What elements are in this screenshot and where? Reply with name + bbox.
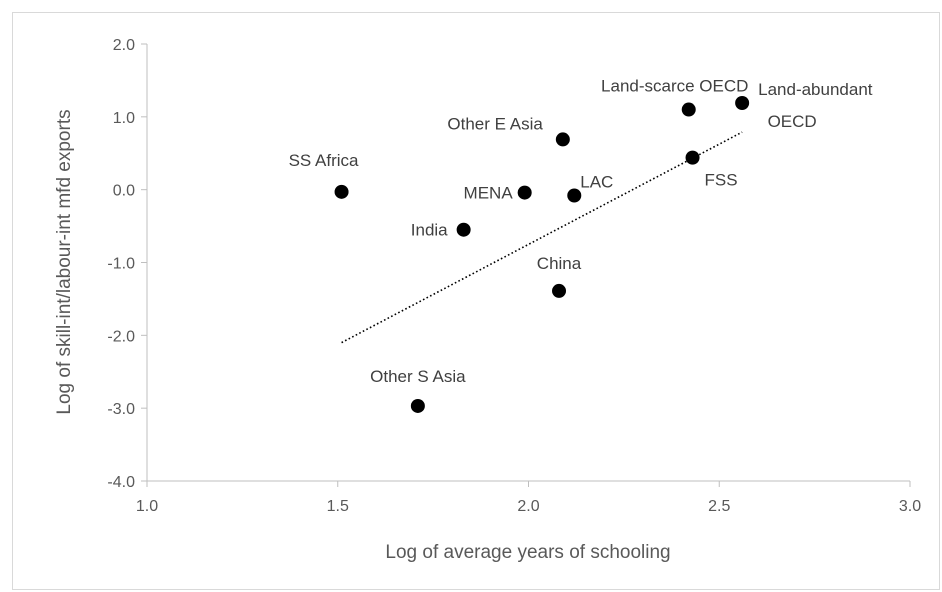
data-point [567, 188, 582, 203]
y-tick-label: 1.0 [113, 110, 135, 127]
point-labels: SS Africa Other S Asia India MENA China Other… [289, 77, 873, 386]
point-label: Land-scarce OECD [601, 77, 748, 96]
point-label: Land-abundant [758, 80, 873, 99]
trendline [341, 131, 743, 344]
data-point [685, 150, 700, 165]
y-tick-label: -3.0 [107, 401, 135, 418]
y-tick-label: 0.0 [113, 183, 135, 200]
x-tick-label: 2.5 [708, 498, 730, 515]
point-label: China [537, 254, 582, 273]
data-point [456, 222, 471, 237]
x-tick-label: 1.0 [136, 498, 158, 515]
y-axis-title: Log of skill-int/labour-int mfd exports [54, 109, 75, 414]
y-tick-label: 2.0 [113, 37, 135, 54]
point-label: MENA [464, 184, 514, 203]
x-axis-title: Log of average years of schooling [385, 542, 670, 563]
point-label: Other E Asia [447, 114, 543, 133]
y-tick-label: -2.0 [107, 328, 135, 345]
trendline-group [341, 131, 743, 344]
x-tick-label: 3.0 [899, 498, 921, 515]
data-point [552, 283, 567, 298]
y-tick-label: -1.0 [107, 256, 135, 273]
data-point [410, 398, 425, 413]
data-point [555, 132, 570, 147]
y-tick-label: -4.0 [107, 474, 135, 491]
point-label: LAC [580, 172, 613, 191]
data-point [517, 185, 532, 200]
point-label: India [411, 221, 448, 240]
point-label: Other S Asia [370, 367, 466, 386]
x-tick-label: 2.0 [517, 498, 539, 515]
chart-frame [12, 12, 940, 590]
axes [141, 43, 911, 487]
point-label: OECD [768, 112, 817, 131]
data-point [334, 184, 349, 199]
point-label: SS Africa [289, 151, 359, 170]
data-point [735, 95, 750, 110]
tick-labels: 2.01.00.0-1.0-2.0-3.0-4.01.0 1.5 2.0 2.5 3.0 [107, 37, 921, 515]
point-label: FSS [705, 171, 738, 190]
x-tick-label: 1.5 [327, 498, 349, 515]
data-point [681, 102, 696, 117]
data-points [334, 95, 750, 413]
